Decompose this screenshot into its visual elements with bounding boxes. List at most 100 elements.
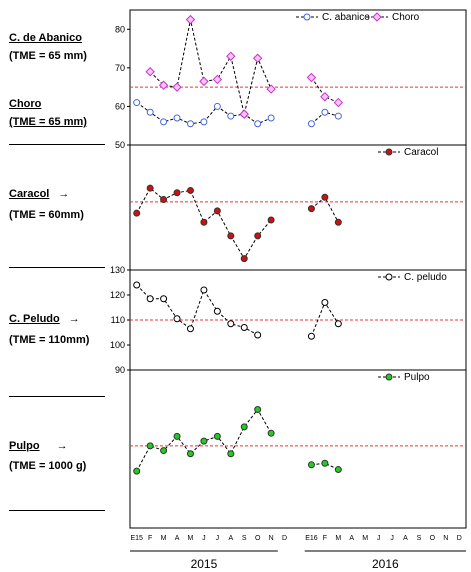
data-point-choro xyxy=(320,92,330,102)
peludo-arrow-icon: → xyxy=(68,313,80,325)
x-tick-label: S xyxy=(417,535,422,542)
data-point-peludo xyxy=(173,315,181,323)
x-tick-label: D xyxy=(282,535,287,542)
y-tick-label: 80 xyxy=(115,24,125,34)
pulpo-name: Pulpo xyxy=(9,440,40,452)
data-point-pulpo xyxy=(213,432,221,440)
y-tick-label: 120 xyxy=(110,290,125,300)
series-line-caracol xyxy=(311,196,339,223)
y-tick-label: 70 xyxy=(115,63,125,73)
choro-tme-label: (TME = 65 mm) xyxy=(9,116,87,128)
data-point-caracol xyxy=(267,216,275,224)
panel-frame-pulpo xyxy=(129,369,467,529)
data-point-choro xyxy=(199,76,209,87)
data-point-peludo xyxy=(133,281,141,289)
x-tick-label: J xyxy=(216,535,220,542)
panel-frame-abanico-choro xyxy=(129,9,467,146)
data-point-peludo xyxy=(200,286,208,294)
legend-label-choro: Choro xyxy=(392,12,420,23)
legend-label-pulpo: Pulpo xyxy=(404,372,430,383)
data-point-peludo xyxy=(321,299,329,306)
data-point-caracol xyxy=(200,218,208,226)
divider-1 xyxy=(9,144,105,145)
divider-3 xyxy=(9,396,105,397)
data-point-pulpo xyxy=(186,450,194,458)
data-point-pulpo xyxy=(267,429,275,437)
pulpo-arrow-icon: → xyxy=(56,440,68,452)
series-line-peludo xyxy=(136,284,258,336)
data-point-abanico xyxy=(160,118,168,126)
data-point-choro xyxy=(172,82,182,92)
divider-4 xyxy=(9,510,105,511)
data-point-pulpo xyxy=(173,432,181,440)
data-point-pulpo xyxy=(321,459,329,467)
legend-marker-pulpo xyxy=(385,373,393,381)
x-tick-label: J xyxy=(377,535,381,542)
x-tick-label: E16 xyxy=(305,535,318,542)
data-point-abanico xyxy=(200,118,208,126)
legend-label-peludo: C. peludo xyxy=(404,272,447,283)
data-point-peludo xyxy=(160,295,168,303)
data-point-abanico xyxy=(146,108,154,116)
data-point-abanico xyxy=(133,99,141,107)
legend-marker-choro xyxy=(372,12,382,22)
y-tick-label: 110 xyxy=(111,315,125,325)
year-label: 2015 xyxy=(191,557,218,571)
caracol-tme-label: (TME = 60mm) xyxy=(9,209,84,221)
x-tick-label: D xyxy=(457,535,462,542)
series-line-choro xyxy=(311,77,339,104)
series-line-caracol xyxy=(136,187,272,260)
caracol-name: Caracol xyxy=(9,188,50,200)
x-tick-label: N xyxy=(443,535,448,542)
legend-label-caracol: Caracol xyxy=(404,147,438,158)
caracol-arrow-icon: → xyxy=(58,188,70,200)
x-tick-label: A xyxy=(349,535,354,542)
legend-label-abanico: C. abanico xyxy=(322,12,370,23)
choro-name-label: Choro xyxy=(9,98,42,110)
data-point-choro xyxy=(226,51,236,61)
data-point-choro xyxy=(212,74,223,85)
data-point-caracol xyxy=(213,207,221,215)
x-tick-label: M xyxy=(161,535,167,542)
caracol-label: Caracol → xyxy=(9,188,69,200)
y-tick-label: 90 xyxy=(115,365,125,375)
x-tick-label: N xyxy=(269,535,274,542)
x-tick-label: F xyxy=(148,535,152,542)
y-tick-label: 50 xyxy=(115,140,125,150)
data-point-pulpo xyxy=(160,447,168,455)
x-tick-label: J xyxy=(202,535,206,542)
data-point-abanico xyxy=(267,114,275,122)
panel-frame-caracol xyxy=(129,144,467,271)
data-point-pulpo xyxy=(240,423,248,431)
data-point-peludo xyxy=(240,324,248,331)
data-point-abanico xyxy=(173,114,181,122)
data-point-abanico xyxy=(227,112,235,120)
data-point-pulpo xyxy=(334,466,342,474)
peludo-name: C. Peludo xyxy=(9,313,60,325)
data-point-peludo xyxy=(186,325,194,333)
pulpo-tme-label: (TME = 1000 g) xyxy=(9,460,87,472)
x-tick-label: M xyxy=(362,535,368,542)
series-line-choro xyxy=(149,19,272,115)
data-point-pulpo xyxy=(146,442,154,450)
data-point-pulpo xyxy=(227,450,235,458)
data-point-abanico xyxy=(334,112,342,120)
abanico-name-label: C. de Abanico xyxy=(9,32,82,44)
pulpo-label: Pulpo → xyxy=(9,440,68,452)
x-tick-label: O xyxy=(255,535,261,542)
x-tick-label: F xyxy=(323,535,327,542)
data-point-pulpo xyxy=(307,461,315,469)
data-point-abanico xyxy=(254,120,262,128)
data-point-choro xyxy=(239,109,249,119)
x-tick-label: M xyxy=(335,535,341,542)
data-point-peludo xyxy=(227,320,235,328)
data-point-caracol xyxy=(146,184,154,192)
data-point-choro xyxy=(333,97,344,108)
data-point-caracol xyxy=(307,205,315,213)
data-point-caracol xyxy=(227,232,235,240)
data-point-caracol xyxy=(321,193,329,201)
data-point-choro xyxy=(185,14,196,25)
data-point-caracol xyxy=(254,232,262,240)
x-tick-label: M xyxy=(188,535,194,542)
